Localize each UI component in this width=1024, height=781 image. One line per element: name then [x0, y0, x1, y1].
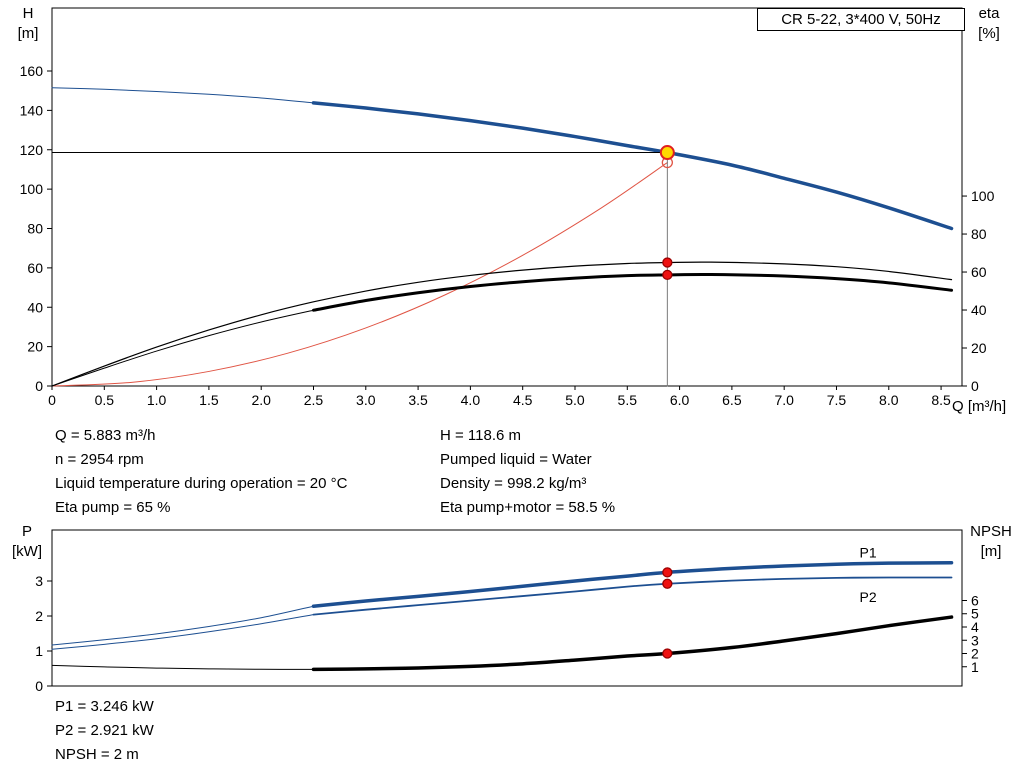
p1-curve [311, 561, 954, 608]
h-axis-unit: [m] [17, 25, 39, 42]
info-p1: P1 = 3.246 kW [55, 698, 154, 715]
eta-axis-symbol: eta [978, 5, 1000, 22]
npsh-curve [311, 615, 954, 672]
p-axis-label: P [kW] [4, 522, 50, 562]
head-eta-chart-x-tick-label: 1.5 [199, 392, 219, 408]
pump-title-box: CR 5-22, 3*400 V, 50Hz [757, 8, 965, 31]
head-eta-chart-x-tick-label: 5.5 [618, 392, 638, 408]
duty-info-right-column: H = 118.6 m Pumped liquid = Water Densit… [440, 424, 615, 520]
p-axis-unit: [kW] [12, 543, 42, 560]
power-npsh-chart-right-tick-label: 4 [971, 619, 979, 635]
power-npsh-chart-right-tick-label: 1 [971, 659, 979, 675]
power-npsh-chart-frame [51, 529, 963, 687]
p2-duty-marker [662, 578, 673, 589]
head-eta-chart-frame [51, 7, 963, 387]
head-eta-chart-x-tick-label: 4.0 [461, 392, 481, 408]
power-npsh-chart-right-tick-label: 2 [971, 646, 979, 662]
head-eta-chart-x-tick-label: 5.0 [565, 392, 585, 408]
head-curve-thin [51, 87, 314, 104]
info-flow: Q = 5.883 m³/h [55, 427, 156, 444]
head-eta-chart-x-tick-label: 3.0 [356, 392, 376, 408]
info-npsh: NPSH = 2 m [55, 746, 139, 763]
npsh-duty-marker [662, 648, 673, 659]
head-eta-chart-x-tick-label: 2.5 [304, 392, 324, 408]
info-speed: n = 2954 rpm [55, 451, 144, 468]
eta-pump-motor-curve [311, 272, 954, 312]
head-eta-chart-x-tick-label: 3.5 [408, 392, 428, 408]
result-info-column: P1 = 3.246 kW P2 = 2.921 kW NPSH = 2 m [55, 695, 154, 767]
npsh-curve-thin [51, 664, 314, 670]
head-eta-chart-left-tick-label: 100 [20, 181, 44, 197]
head-eta-chart-left-tick-label: 120 [20, 142, 44, 158]
head-eta-chart-right-tick-label: 60 [971, 264, 987, 280]
power-npsh-chart-left-tick-label: 3 [35, 573, 43, 589]
head-eta-chart-x-tick-label: 2.0 [251, 392, 271, 408]
power-npsh-chart-right-tick-label: 6 [971, 592, 979, 608]
power-npsh-chart-right-tick-label: 3 [971, 632, 979, 648]
p1-curve-thin [51, 605, 314, 646]
system-curve [51, 162, 668, 387]
power-npsh-chart-left-tick-label: 0 [35, 678, 43, 694]
head-eta-chart-right-tick-label: 40 [971, 302, 987, 318]
head-eta-chart-left-tick-label: 40 [27, 299, 43, 315]
power-npsh-chart-left-tick-label: 2 [35, 608, 43, 624]
head-eta-chart-x-tick-label: 0.5 [95, 392, 115, 408]
power-npsh-chart-right-tick-label: 5 [971, 606, 979, 622]
head-curve [311, 101, 954, 231]
eta-pump-motor-duty-marker [662, 269, 673, 281]
npsh-axis-label: NPSH [m] [962, 522, 1020, 562]
npsh-axis-unit: [m] [980, 543, 1002, 560]
eta-pump-curve [51, 261, 953, 387]
head-eta-chart-x-tick-label: 8.0 [879, 392, 899, 408]
duty-point-marker[interactable] [659, 145, 675, 161]
p-axis-symbol: P [21, 523, 32, 540]
eta-axis-label: eta [%] [966, 4, 1012, 44]
info-head: H = 118.6 m [440, 427, 522, 444]
p1-curve-label: P1 [859, 544, 876, 560]
info-density: Density = 998.2 kg/m³ [440, 475, 587, 492]
npsh-axis-symbol: NPSH [970, 523, 1012, 540]
head-eta-chart-right-tick-label: 80 [971, 226, 987, 242]
p2-curve [312, 576, 953, 616]
head-eta-chart-x-tick-label: 6.5 [722, 392, 742, 408]
p1-duty-marker [662, 567, 673, 578]
head-eta-chart-x-tick-label: 8.5 [931, 392, 951, 408]
p2-curve-thin [51, 614, 314, 650]
head-eta-chart-left-tick-label: 80 [27, 221, 43, 237]
head-eta-chart-left-tick-label: 0 [35, 378, 43, 394]
info-pumped-liquid: Pumped liquid = Water [440, 451, 592, 468]
info-p2: P2 = 2.921 kW [55, 722, 154, 739]
power-npsh-chart-left-tick-label: 1 [35, 643, 43, 659]
eta-axis-unit: [%] [978, 25, 1000, 42]
info-eta-pump-motor: Eta pump+motor = 58.5 % [440, 499, 616, 516]
eta-pump-motor-curve-thin [51, 309, 314, 387]
head-eta-chart-left-tick-label: 20 [27, 339, 43, 355]
head-eta-chart-x-tick-label: 7.0 [774, 392, 794, 408]
p2-curve-label: P2 [859, 589, 876, 605]
head-eta-chart-x-tick-label: 1.0 [147, 392, 167, 408]
head-eta-chart-left-tick-label: 140 [20, 102, 44, 118]
duty-info-left-column: Q = 5.883 m³/h n = 2954 rpm Liquid tempe… [55, 424, 347, 520]
h-axis-label: H [m] [8, 4, 48, 44]
head-eta-chart-right-tick-label: 20 [971, 340, 987, 356]
eta-pump-duty-marker [662, 257, 673, 268]
q-axis-label: Q [m³/h] [952, 398, 1007, 415]
head-eta-chart-left-tick-label: 160 [20, 63, 44, 79]
head-eta-chart-x-tick-label: 6.0 [670, 392, 690, 408]
head-eta-chart-x-tick-label: 0 [48, 392, 56, 408]
head-eta-chart-left-tick-label: 60 [27, 260, 43, 276]
info-eta-pump: Eta pump = 65 % [55, 499, 171, 516]
head-eta-chart-right-tick-label: 0 [971, 378, 979, 394]
pump-title: CR 5-22, 3*400 V, 50Hz [781, 11, 941, 28]
head-eta-chart-x-tick-label: 7.5 [827, 392, 847, 408]
info-liquid-temperature: Liquid temperature during operation = 20… [55, 475, 348, 492]
head-eta-chart-right-tick-label: 100 [971, 188, 995, 204]
head-eta-chart-x-tick-label: 4.5 [513, 392, 533, 408]
h-axis-symbol: H [22, 5, 34, 22]
